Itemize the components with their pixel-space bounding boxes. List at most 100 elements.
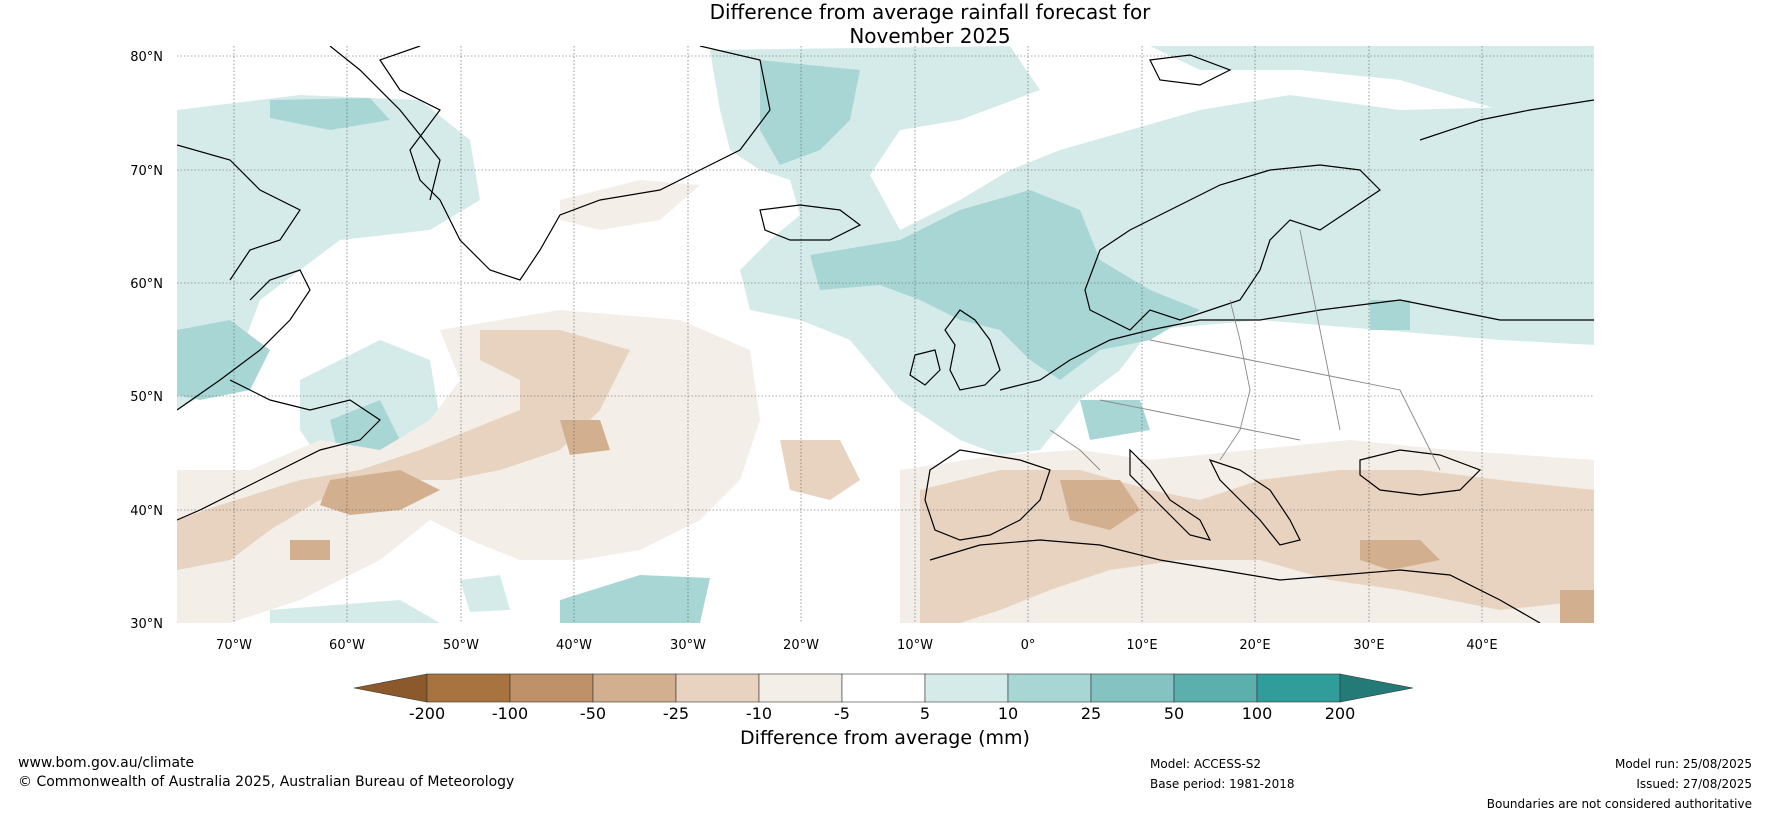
coast-ireland <box>909 349 941 386</box>
lon-label-40w: 40°W <box>556 638 592 653</box>
footer-base-period: Base period: 1981-2018 <box>1150 777 1295 791</box>
coast-balkans <box>1208 458 1301 546</box>
chart-title: Difference from average rainfall forecas… <box>0 0 1770 48</box>
colorbar-extend-high <box>1339 673 1414 703</box>
colorbar-tick-label: -100 <box>492 704 528 723</box>
colorbar-tick-label: -50 <box>580 704 606 723</box>
latitude-labels: 80°N 70°N 60°N 50°N 40°N 30°N <box>130 50 163 632</box>
colorbar-segment <box>924 673 1009 703</box>
colorbar-tick-label: 100 <box>1242 704 1273 723</box>
dry-area-med-dark-3 <box>1560 590 1594 623</box>
lon-label-70w: 70°W <box>216 638 252 653</box>
lon-label-0: 0° <box>1021 638 1036 653</box>
wet-area-azores <box>460 575 510 612</box>
colorbar-segment <box>426 673 511 703</box>
coast-novaya-zemlya <box>1419 99 1594 141</box>
coast-scandinavia <box>1084 164 1381 331</box>
colorbar-tick-label: -200 <box>409 704 445 723</box>
coast-labrador <box>177 269 311 411</box>
coast-black-sea <box>1359 449 1482 496</box>
dry-area-atlantic-dark-3 <box>290 540 330 560</box>
wet-area-svalbard <box>1150 46 1594 120</box>
coastlines <box>177 46 1594 623</box>
wet-area-canada-arctic <box>177 95 480 410</box>
lon-label-60w: 60°W <box>329 638 365 653</box>
colorbar-extend-low <box>353 673 428 703</box>
dry-area-atlantic-dark-2 <box>560 420 610 455</box>
graticule <box>177 46 1594 623</box>
lat-label-40n: 40°N <box>130 504 163 519</box>
colorbar-tick-label: -10 <box>746 704 772 723</box>
colorbar-segment <box>675 673 760 703</box>
footer-url: www.bom.gov.au/climate <box>18 755 195 771</box>
coast-svalbard <box>1149 54 1232 86</box>
dry-area-med-dark <box>1060 480 1140 530</box>
wet-area-atlantic-south-2 <box>270 600 440 623</box>
dry-anomaly-areas <box>177 180 1594 623</box>
wet-area-russia <box>1370 300 1410 330</box>
coast-greenland <box>379 46 771 281</box>
colorbar-segment <box>841 673 926 703</box>
title-line-1: Difference from average rainfall forecas… <box>709 0 1151 24</box>
wet-area-alps <box>1080 400 1150 440</box>
colorbar-segment <box>592 673 677 703</box>
longitude-labels: 70°W 60°W 50°W 40°W 30°W 20°W 10°W 0° 10… <box>216 638 1498 653</box>
coast-baffin <box>329 46 441 201</box>
dry-area-med-dark-2 <box>1360 540 1440 570</box>
lat-label-60n: 60°N <box>130 277 163 292</box>
colorbar: -200 -100 -50 -25 -10 -5 5 10 25 50 100 200 <box>353 673 1414 723</box>
lon-label-30e: 30°E <box>1353 638 1384 653</box>
footer-model-run: Model run: 25/08/2025 <box>1614 757 1752 771</box>
lon-label-40e: 40°E <box>1466 638 1497 653</box>
lon-label-50w: 50°W <box>443 638 479 653</box>
dry-area-greenland-south <box>560 180 700 230</box>
wet-area-greenland-east <box>710 46 1594 455</box>
colorbar-tick-label: 10 <box>998 704 1018 723</box>
lon-label-10e: 10°E <box>1126 638 1157 653</box>
lon-label-10w: 10°W <box>897 638 933 653</box>
country-borders <box>1049 229 1441 471</box>
lon-label-20w: 20°W <box>783 638 819 653</box>
colorbar-tick-label: 25 <box>1081 704 1101 723</box>
colorbar-tick-label: 50 <box>1164 704 1184 723</box>
coast-italy <box>1129 448 1212 541</box>
wet-area-labrador <box>177 320 270 400</box>
wet-area-greenland-coast <box>760 60 860 165</box>
coast-europe-mainland <box>999 299 1594 391</box>
lat-label-70n: 70°N <box>130 164 163 179</box>
coast-nova-scotia <box>177 379 381 521</box>
coast-canada-arctic <box>177 144 301 281</box>
dry-area-central-atlantic <box>780 440 860 500</box>
colorbar-segment <box>1173 673 1258 703</box>
footer-issued: Issued: 27/08/2025 <box>1636 777 1752 791</box>
coast-iberia <box>924 449 1051 541</box>
footer-copyright: © Commonwealth of Australia 2025, Austra… <box>18 774 515 790</box>
colorbar-segment <box>1256 673 1341 703</box>
title-line-2: November 2025 <box>849 24 1011 48</box>
wet-area-atlantic-south <box>560 575 710 623</box>
coast-uk <box>944 309 1001 391</box>
colorbar-tick-label: -25 <box>663 704 689 723</box>
colorbar-label: Difference from average (mm) <box>740 727 1030 749</box>
map-panel <box>177 46 1594 623</box>
colorbar-segment <box>1090 673 1175 703</box>
footer-disclaimer: Boundaries are not considered authoritat… <box>1486 797 1752 811</box>
coast-north-africa <box>929 539 1541 623</box>
lat-label-50n: 50°N <box>130 390 163 405</box>
lat-label-30n: 30°N <box>130 617 163 632</box>
lon-label-30w: 30°W <box>670 638 706 653</box>
colorbar-tick-label: 5 <box>920 704 930 723</box>
colorbar-tick-label: 200 <box>1325 704 1356 723</box>
footer-model: Model: ACCESS-S2 <box>1150 757 1262 771</box>
colorbar-tick-label: -5 <box>834 704 850 723</box>
lat-label-80n: 80°N <box>130 50 163 65</box>
colorbar-segment <box>509 673 594 703</box>
colorbar-segment <box>1007 673 1092 703</box>
colorbar-segment <box>758 673 843 703</box>
wet-area-baffin <box>270 98 390 130</box>
lon-label-20e: 20°E <box>1239 638 1270 653</box>
coast-iceland <box>759 204 862 241</box>
dry-area-atlantic-dark <box>320 470 440 515</box>
wet-area-iceland-uk <box>810 190 1200 380</box>
